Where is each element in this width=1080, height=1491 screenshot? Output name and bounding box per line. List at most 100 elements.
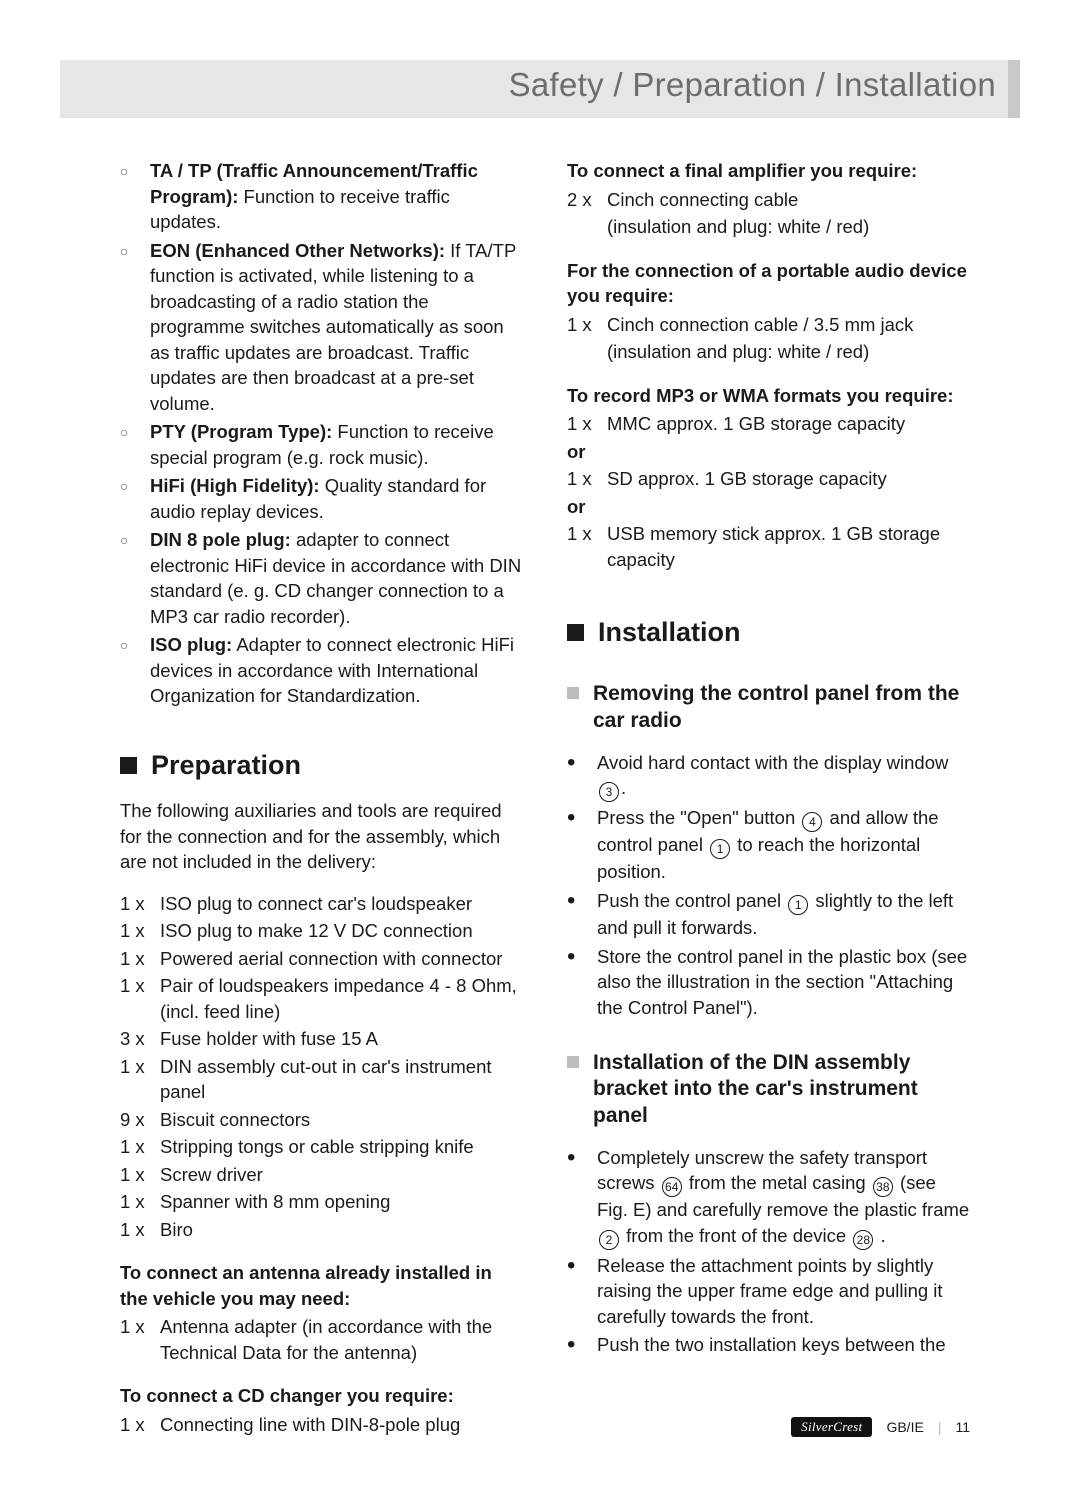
qty: 1 x (120, 891, 160, 917)
bullet-dot-icon: • (567, 1332, 597, 1358)
preparation-title: Preparation (151, 747, 301, 784)
bullet-text: Press the "Open" button 4 and allow the … (597, 805, 970, 885)
bullet-text: Avoid hard contact with the display wind… (597, 750, 970, 803)
definition-body: TA / TP (Traffic Announcement/Traffic Pr… (150, 158, 523, 235)
reference-number-icon: 4 (802, 812, 822, 832)
qty-desc: MMC approx. 1 GB storage capacity (607, 411, 970, 437)
right-column: To connect a final amplifier you require… (567, 158, 970, 1439)
remove-title: Removing the control panel from the car … (593, 681, 970, 734)
bullet-dot-icon: • (567, 1253, 597, 1330)
bullet-text: Store the control panel in the plastic b… (597, 944, 970, 1021)
hollow-circle-icon: ○ (120, 238, 150, 417)
definition-body: DIN 8 pole plug: adapter to connect elec… (150, 527, 523, 629)
qty-desc: Antenna adapter (in accordance with the … (160, 1314, 523, 1365)
definition-item: ○PTY (Program Type): Function to receive… (120, 419, 523, 470)
antenna-item: 1 x Antenna adapter (in accordance with … (120, 1314, 523, 1365)
list-item: 1 xPair of loudspeakers impedance 4 - 8 … (120, 973, 523, 1024)
bullet-dot-icon: • (567, 888, 597, 941)
qty-desc: Stripping tongs or cable stripping knife (160, 1134, 523, 1160)
din-bullets: •Completely unscrew the safety transport… (567, 1145, 970, 1358)
qty: 1 x (120, 1314, 160, 1365)
definition-term: EON (Enhanced Other Networks): (150, 240, 445, 261)
square-bullet-icon (120, 757, 137, 774)
bullet-text: Push the two installation keys between t… (597, 1332, 946, 1358)
installation-title: Installation (598, 614, 741, 651)
left-column: ○TA / TP (Traffic Announcement/Traffic P… (120, 158, 523, 1439)
list-item: 1 xSpanner with 8 mm opening (120, 1189, 523, 1215)
header-band: Safety / Preparation / Installation (60, 60, 1020, 118)
qty: 1 x (567, 466, 607, 492)
hollow-circle-icon: ○ (120, 473, 150, 524)
square-bullet-small-icon (567, 687, 579, 699)
qty: 9 x (120, 1107, 160, 1133)
footer-separator: | (938, 1419, 942, 1435)
footer-page-number: 11 (955, 1419, 970, 1435)
or-label: or (567, 439, 970, 465)
portable-heading: For the connection of a portable audio d… (567, 258, 970, 309)
content-columns: ○TA / TP (Traffic Announcement/Traffic P… (0, 158, 1080, 1439)
reference-number-icon: 1 (788, 895, 808, 915)
qty: 1 x (567, 521, 607, 572)
or-label: or (567, 494, 970, 520)
rec-item-3: 1 x USB memory stick approx. 1 GB storag… (567, 521, 970, 572)
definition-term: HiFi (High Fidelity): (150, 475, 320, 496)
remove-heading-row: Removing the control panel from the car … (567, 681, 970, 734)
reference-number-icon: 38 (873, 1177, 893, 1197)
footer-region: GB/IE (886, 1419, 923, 1435)
qty: 1 x (120, 918, 160, 944)
qty-desc: ISO plug to make 12 V DC connection (160, 918, 523, 944)
bullet-dot-icon: • (567, 750, 597, 803)
qty-desc: DIN assembly cut-out in car's instrument… (160, 1054, 523, 1105)
portable-item-line2: (insulation and plug: white / red) (567, 339, 970, 365)
rec-item-2: 1 x SD approx. 1 GB storage capacity (567, 466, 970, 492)
din-title: Installation of the DIN assembly bracket… (593, 1050, 970, 1129)
qty: 1 x (120, 1134, 160, 1160)
bullet-dot-icon: • (567, 805, 597, 885)
qty: 2 x (567, 187, 607, 213)
qty: 1 x (120, 946, 160, 972)
preparation-heading-row: Preparation (120, 747, 523, 784)
hollow-circle-icon: ○ (120, 632, 150, 709)
definition-item: ○ISO plug: Adapter to connect electronic… (120, 632, 523, 709)
bullet-item: •Push the control panel 1 slightly to th… (567, 888, 970, 941)
qty-desc: Spanner with 8 mm opening (160, 1189, 523, 1215)
page-footer: SilverCrest GB/IE | 11 (791, 1417, 970, 1437)
definition-item: ○HiFi (High Fidelity): Quality standard … (120, 473, 523, 524)
square-bullet-small-icon (567, 1056, 579, 1068)
installation-heading-row: Installation (567, 614, 970, 651)
bullet-text: Push the control panel 1 slightly to the… (597, 888, 970, 941)
reference-number-icon: 3 (599, 782, 619, 802)
cd-changer-heading: To connect a CD changer you require: (120, 1383, 523, 1409)
header-notch (1008, 60, 1020, 118)
amp-heading: To connect a final amplifier you require… (567, 158, 970, 184)
qty: 1 x (120, 1189, 160, 1215)
qty-desc: (insulation and plug: white / red) (607, 214, 970, 240)
qty-desc: Cinch connection cable / 3.5 mm jack (607, 312, 970, 338)
qty-desc: USB memory stick approx. 1 GB storage ca… (607, 521, 970, 572)
bullet-item: •Push the two installation keys between … (567, 1332, 970, 1358)
bullet-item: •Avoid hard contact with the display win… (567, 750, 970, 803)
definition-item: ○EON (Enhanced Other Networks): If TA/TP… (120, 238, 523, 417)
qty-desc: (insulation and plug: white / red) (607, 339, 970, 365)
definition-term: DIN 8 pole plug: (150, 529, 291, 550)
remove-bullets: •Avoid hard contact with the display win… (567, 750, 970, 1020)
definition-term: ISO plug: (150, 634, 232, 655)
definition-item: ○DIN 8 pole plug: adapter to connect ele… (120, 527, 523, 629)
qty: 1 x (120, 1217, 160, 1243)
qty: 1 x (120, 973, 160, 1024)
portable-item: 1 x Cinch connection cable / 3.5 mm jack (567, 312, 970, 338)
definition-term: PTY (Program Type): (150, 421, 332, 442)
list-item: 1 xScrew driver (120, 1162, 523, 1188)
bullet-text: Completely unscrew the safety transport … (597, 1145, 970, 1250)
qty: 1 x (567, 411, 607, 437)
qty-desc: Fuse holder with fuse 15 A (160, 1026, 523, 1052)
qty-desc: Biscuit connectors (160, 1107, 523, 1133)
rec-item-1: 1 x MMC approx. 1 GB storage capacity (567, 411, 970, 437)
reference-number-icon: 1 (710, 839, 730, 859)
reference-number-icon: 64 (662, 1177, 682, 1197)
list-item: 1 xPowered aerial connection with connec… (120, 946, 523, 972)
definition-body: PTY (Program Type): Function to receive … (150, 419, 523, 470)
definition-body: ISO plug: Adapter to connect electronic … (150, 632, 523, 709)
reference-number-icon: 28 (853, 1230, 873, 1250)
record-heading: To record MP3 or WMA formats you require… (567, 383, 970, 409)
